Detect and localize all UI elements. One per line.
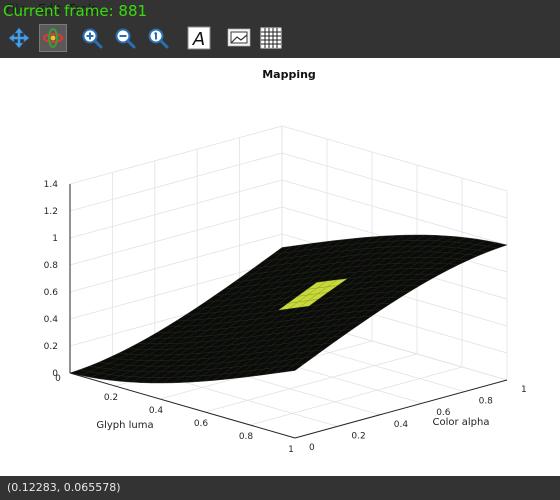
- y-axis-line: [294, 379, 508, 439]
- y-tick-label: 1: [521, 385, 527, 395]
- z-tick-label: 1.2: [44, 207, 58, 217]
- grid-button[interactable]: [258, 25, 284, 51]
- figure-canvas[interactable]: Mapping 0 0.2 0.4 0.6 0.8 1 1.2 1.4 0 0.2 0.4 0.6 0.…: [0, 58, 560, 476]
- grid-line: [69, 206, 283, 266]
- grid-line: [281, 125, 508, 192]
- rotate-3d-icon: [43, 28, 64, 48]
- menu-file[interactable]: File: [6, 2, 27, 16]
- y-tick-label: 0.4: [394, 420, 409, 430]
- surface-patch: [284, 363, 305, 373]
- x-axis-label: Glyph luma: [96, 420, 153, 431]
- surface-mesh: [69, 234, 508, 384]
- grid-line: [249, 366, 463, 426]
- y-tick-label: 0.2: [351, 431, 365, 441]
- grid-line: [69, 260, 283, 320]
- figure-toolbar: File Edit Tools Current frame: 881: [0, 0, 560, 58]
- grid-line: [69, 125, 283, 185]
- grid-icon: [260, 27, 282, 49]
- z-tick-label: 0.6: [44, 288, 59, 298]
- surface-plot[interactable]: Mapping 0 0.2 0.4 0.6 0.8 1 1.2 1.4 0 0.2 0.4 0.6 0.…: [0, 58, 560, 476]
- y-tick-label: 0.6: [436, 408, 451, 418]
- zoom-out-icon: [115, 28, 136, 49]
- z-tick-label: 0.8: [44, 261, 59, 271]
- zoom-in-icon: [82, 28, 103, 49]
- y-axis-label: Color alpha: [432, 417, 489, 428]
- status-bar: (0.12283, 0.065578): [0, 476, 560, 500]
- grid-line: [281, 179, 508, 246]
- axes-lines: [69, 184, 508, 439]
- tick-labels: 0 0.2 0.4 0.6 0.8 1 1.2 1.4 0 0.2 0.4 0.6 0.8 1 0 0.2 0.…: [44, 180, 527, 455]
- grid-line: [69, 152, 283, 212]
- rotate-3d-button[interactable]: [39, 24, 67, 52]
- x-tick-label: 0: [55, 374, 61, 384]
- chart-title: Mapping: [262, 68, 316, 81]
- z-tick-label: 1: [52, 234, 58, 244]
- grid-line: [281, 152, 508, 219]
- image-save-icon: [227, 28, 251, 47]
- save-image-button[interactable]: [226, 25, 252, 51]
- svg-text:A: A: [192, 29, 205, 50]
- zoom-reset-icon: [148, 28, 169, 49]
- pan-button[interactable]: [6, 25, 32, 51]
- grid-line: [204, 353, 418, 413]
- x-tick-label: 0.2: [104, 393, 118, 403]
- z-tick-label: 1.4: [44, 180, 59, 190]
- x-tick-label: 1: [288, 445, 294, 455]
- insert-text-button[interactable]: A: [186, 25, 212, 51]
- menu-edit[interactable]: Edit: [38, 2, 62, 16]
- zoom-in-button[interactable]: [79, 25, 105, 51]
- pan-icon: [8, 27, 30, 49]
- text-icon: A: [187, 26, 211, 50]
- z-tick-label: 0.2: [44, 342, 58, 352]
- frame-counter-overlay: Current frame: 881: [3, 2, 148, 20]
- grid-line: [69, 179, 283, 239]
- y-tick-label: 0.8: [479, 397, 494, 407]
- zoom-reset-button[interactable]: [145, 25, 171, 51]
- x-tick-label: 0.6: [194, 419, 209, 429]
- y-tick-label: 0: [309, 443, 315, 453]
- zoom-out-button[interactable]: [112, 25, 138, 51]
- grid-line: [69, 233, 283, 293]
- z-tick-label: 0.4: [44, 315, 59, 325]
- cursor-coordinates: (0.12283, 0.065578): [7, 481, 121, 494]
- menu-bar: File Edit Tools: [0, 0, 560, 22]
- x-tick-label: 0.8: [239, 432, 254, 442]
- x-tick-label: 0.4: [149, 406, 164, 416]
- z-tick-label: 0: [52, 369, 58, 379]
- x-axis-line: [69, 372, 296, 439]
- menu-tools[interactable]: Tools: [68, 2, 98, 16]
